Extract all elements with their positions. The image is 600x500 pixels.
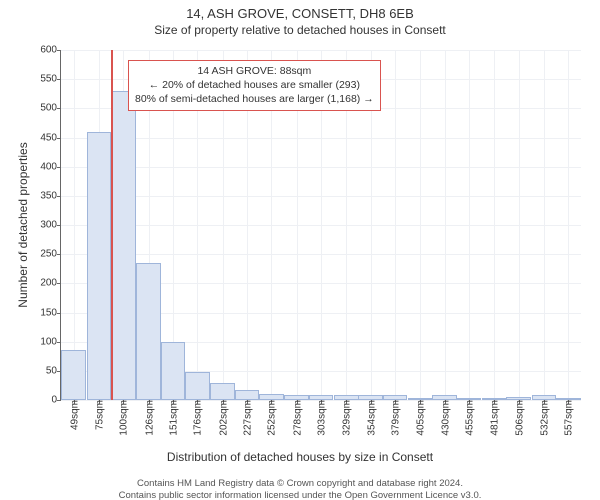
annotation-box: 14 ASH GROVE: 88sqm← 20% of detached hou… (128, 60, 381, 111)
ytick-label: 550 (40, 74, 61, 85)
ytick-label: 300 (40, 220, 61, 231)
histogram-bar (358, 395, 383, 400)
xtick-label: 506sqm (512, 400, 525, 436)
title: 14, ASH GROVE, CONSETT, DH8 6EB (0, 6, 600, 21)
footer-line-1: Contains HM Land Registry data © Crown c… (0, 478, 600, 490)
histogram-bar (482, 398, 507, 400)
ytick-label: 200 (40, 278, 61, 289)
xtick-label: 176sqm (191, 400, 204, 436)
histogram-bar (87, 132, 112, 400)
xtick-label: 557sqm (562, 400, 575, 436)
ytick-label: 50 (46, 365, 61, 376)
histogram-bar (432, 395, 457, 400)
footer: Contains HM Land Registry data © Crown c… (0, 478, 600, 500)
y-axis-label: Number of detached properties (16, 95, 30, 355)
ytick-label: 400 (40, 161, 61, 172)
ytick-label: 450 (40, 132, 61, 143)
xtick-label: 126sqm (142, 400, 155, 436)
footer-line-2: Contains public sector information licen… (0, 490, 600, 500)
xtick-label: 430sqm (438, 400, 451, 436)
xtick-label: 202sqm (216, 400, 229, 436)
ytick-label: 250 (40, 249, 61, 260)
xtick-label: 405sqm (414, 400, 427, 436)
xtick-label: 329sqm (340, 400, 353, 436)
histogram-bar (284, 395, 309, 400)
xtick-label: 532sqm (537, 400, 550, 436)
histogram-bar (259, 394, 284, 400)
histogram-bar (210, 383, 235, 401)
histogram-bar (506, 397, 531, 400)
ytick-label: 150 (40, 307, 61, 318)
annotation-line: ← 20% of detached houses are smaller (29… (135, 78, 374, 92)
histogram-bar (556, 398, 581, 400)
xtick-label: 252sqm (265, 400, 278, 436)
gridline-v (445, 50, 446, 400)
histogram-bar (309, 395, 334, 400)
gridline-v (494, 50, 495, 400)
subtitle: Size of property relative to detached ho… (0, 23, 600, 37)
x-axis-label: Distribution of detached houses by size … (0, 450, 600, 464)
histogram-bar (136, 263, 161, 400)
histogram-bar (161, 342, 186, 400)
xtick-label: 354sqm (364, 400, 377, 436)
xtick-label: 75sqm (92, 400, 105, 430)
gridline-v (74, 50, 75, 400)
gridline-v (469, 50, 470, 400)
gridline-v (544, 50, 545, 400)
ytick-label: 600 (40, 45, 61, 56)
gridline-v (568, 50, 569, 400)
annotation-line: 80% of semi-detached houses are larger (… (135, 92, 374, 106)
histogram-bar (185, 372, 210, 400)
histogram-bar (334, 395, 359, 400)
xtick-label: 481sqm (488, 400, 501, 436)
histogram-bar (532, 395, 557, 400)
histogram-bar (111, 91, 136, 400)
xtick-label: 379sqm (389, 400, 402, 436)
xtick-label: 455sqm (463, 400, 476, 436)
xtick-label: 227sqm (240, 400, 253, 436)
histogram-bar (61, 350, 86, 400)
histogram-bar (383, 395, 408, 400)
gridline-v (395, 50, 396, 400)
gridline-v (420, 50, 421, 400)
xtick-label: 278sqm (290, 400, 303, 436)
xtick-label: 100sqm (117, 400, 130, 436)
histogram-bar (408, 398, 433, 400)
gridline-v (519, 50, 520, 400)
xtick-label: 303sqm (315, 400, 328, 436)
marker-line (111, 50, 113, 400)
histogram-bar (235, 390, 260, 401)
ytick-label: 350 (40, 190, 61, 201)
plot-area: 05010015020025030035040045050055060049sq… (60, 50, 581, 401)
ytick-label: 100 (40, 336, 61, 347)
ytick-label: 500 (40, 103, 61, 114)
annotation-line: 14 ASH GROVE: 88sqm (135, 64, 374, 78)
histogram-bar (457, 398, 482, 400)
chart-container: 14, ASH GROVE, CONSETT, DH8 6EB Size of … (0, 6, 600, 500)
ytick-label: 0 (51, 395, 61, 406)
xtick-label: 151sqm (166, 400, 179, 436)
xtick-label: 49sqm (67, 400, 80, 430)
